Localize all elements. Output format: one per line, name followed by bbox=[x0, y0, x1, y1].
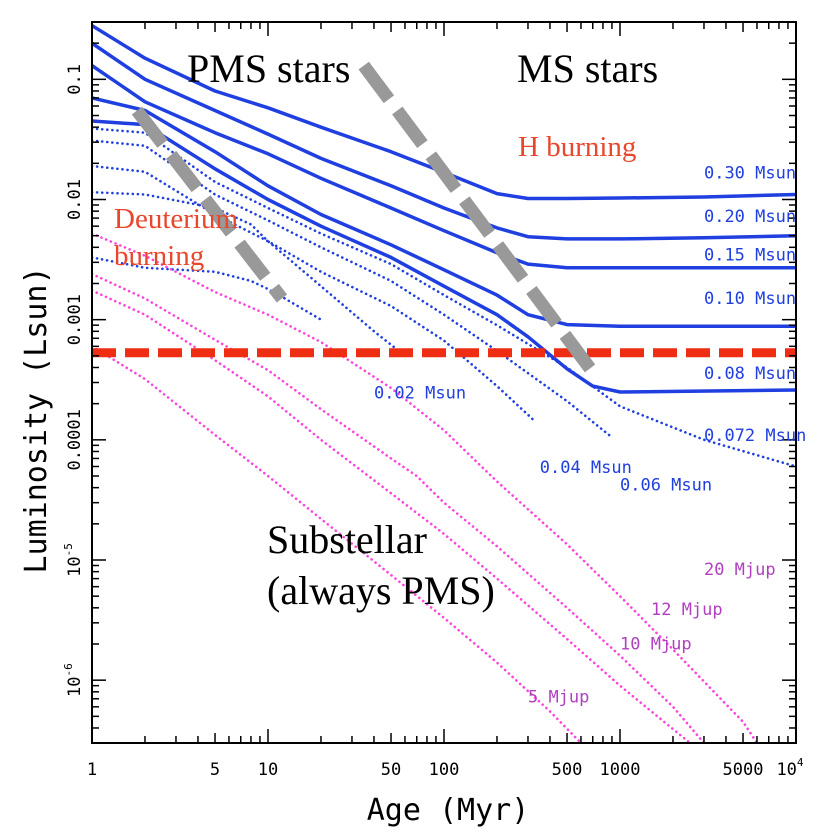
series-line-0-02-msun bbox=[92, 190, 407, 358]
x-tick-label-5000: 5000 bbox=[723, 760, 764, 780]
x-tick-label-5: 5 bbox=[210, 760, 220, 780]
series-line-0-04-msun bbox=[92, 164, 535, 421]
y-axis-title: Luminosity (Lsun) bbox=[19, 266, 54, 573]
series-line-12-mjup bbox=[92, 272, 706, 743]
axis-ticks-layer: 1 5 10 50 100 500 1000 5000 104 0.1 0.01 0.001 0.000… bbox=[62, 22, 804, 780]
boundaries-layer bbox=[92, 61, 796, 384]
series-line-0-10-msun bbox=[92, 96, 796, 329]
mass-label-20-mjup: 20 Mjup bbox=[704, 560, 776, 580]
dashed-deuterium-burning-boundary bbox=[131, 106, 288, 303]
mass-label-10-mjup: 10 Mjup bbox=[620, 634, 692, 654]
y-tick-label-exponent: -5 bbox=[62, 543, 75, 556]
x-tick-label-50: 50 bbox=[381, 760, 401, 780]
mass-label-0-06-msun: 0.06 Msun bbox=[620, 475, 712, 495]
mass-label-0-10-msun: 0.10 Msun bbox=[704, 289, 796, 309]
x-tick-label-500: 500 bbox=[552, 760, 583, 780]
y-tick-label-0-01: 0.01 bbox=[65, 179, 85, 220]
mass-label-0-20-msun: 0.20 Msun bbox=[704, 207, 796, 227]
annotation-pms-stars: PMS stars bbox=[187, 46, 350, 91]
series-line-5-mjup bbox=[92, 345, 583, 743]
mass-label-5-mjup: 5 Mjup bbox=[528, 688, 589, 708]
x-tick-label-10000-exponent: 4 bbox=[797, 756, 804, 769]
series-line-0-072-msun bbox=[92, 127, 796, 468]
x-tick-label-1000: 1000 bbox=[600, 760, 641, 780]
x-axis-title: Age (Myr) bbox=[367, 793, 530, 828]
mass-label-0-04-msun: 0.04 Msun bbox=[540, 458, 632, 478]
series-line-0-15-msun bbox=[92, 63, 796, 270]
mass-label-0-15-msun: 0.15 Msun bbox=[704, 246, 796, 266]
series-line-0-08-msun bbox=[92, 119, 796, 394]
y-tick-label-exponent: -6 bbox=[62, 663, 75, 676]
x-tick-label-10000: 104 bbox=[776, 756, 803, 780]
y-tick-label-0-001: 0.001 bbox=[65, 294, 85, 345]
mass-label-0-072-msun: 0.072 Msun bbox=[704, 426, 806, 446]
y-tick-label-0-1: 0.1 bbox=[65, 64, 85, 95]
x-tick-label-10: 10 bbox=[258, 760, 278, 780]
annotation-always-pms: (always PMS) bbox=[267, 568, 495, 613]
annotation-burning: burning bbox=[114, 240, 204, 272]
x-tick-label-1: 1 bbox=[87, 760, 97, 780]
dashed-pms-ms-boundary bbox=[358, 61, 604, 384]
mass-label-0-02-msun: 0.02 Msun bbox=[374, 384, 466, 404]
annotation-ms-stars: MS stars bbox=[517, 46, 658, 91]
mass-label-12-mjup: 12 Mjup bbox=[651, 600, 723, 620]
y-tick-label-0-0001: 0.0001 bbox=[65, 409, 85, 470]
annotation-deuterium: Deuterium bbox=[114, 203, 238, 235]
series-line-10-mjup bbox=[92, 289, 692, 743]
annotation-h-burning: H burning bbox=[518, 131, 636, 163]
y-tick-label-1e-5: 10-5 bbox=[62, 543, 85, 577]
series-line-0-20-msun bbox=[92, 41, 796, 241]
mass-label-0-30-msun: 0.30 Msun bbox=[704, 163, 796, 183]
annotation-substellar: Substellar bbox=[267, 517, 427, 562]
x-tick-label-100: 100 bbox=[429, 760, 460, 780]
y-tick-label-1e-6: 10-6 bbox=[62, 663, 85, 697]
mass-label-0-08-msun: 0.08 Msun bbox=[704, 364, 796, 384]
mass-labels-layer: 0.30 Msun 0.20 Msun 0.15 Msun 0.10 Msun 0.08… bbox=[374, 163, 806, 707]
